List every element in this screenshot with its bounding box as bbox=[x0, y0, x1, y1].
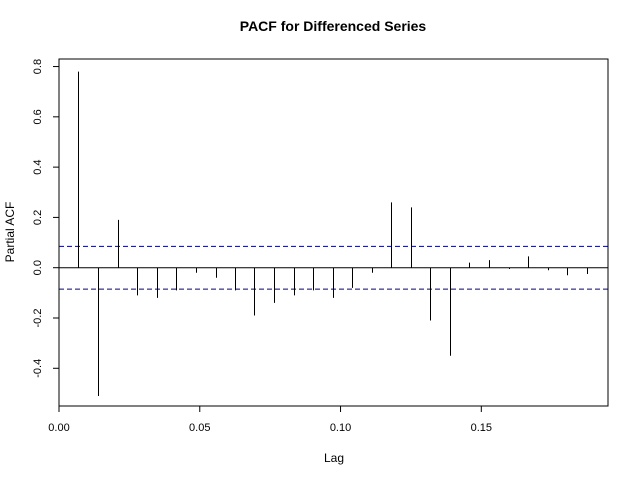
x-tick-label: 0.00 bbox=[48, 422, 69, 434]
y-tick-label: -0.4 bbox=[32, 359, 44, 378]
y-tick-label: 0.2 bbox=[32, 210, 44, 225]
y-tick-label: -0.2 bbox=[32, 309, 44, 328]
x-tick-label: 0.10 bbox=[330, 422, 351, 434]
y-axis: -0.4 -0.2 0.0 0.2 0.4 0.6 0.8 bbox=[32, 59, 60, 378]
y-axis-label: Partial ACF bbox=[3, 202, 17, 263]
x-tick-label: 0.15 bbox=[471, 422, 492, 434]
chart-title: PACF for Differenced Series bbox=[240, 18, 427, 34]
x-axis-label: Lag bbox=[324, 451, 344, 465]
x-tick-label: 0.05 bbox=[189, 422, 210, 434]
y-tick-label: 0.8 bbox=[32, 59, 44, 74]
x-axis: 0.00 0.05 0.10 0.15 bbox=[48, 405, 492, 434]
plot-frame bbox=[58, 58, 609, 407]
y-tick-label: 0.0 bbox=[32, 260, 44, 275]
y-tick-label: 0.4 bbox=[32, 159, 44, 174]
y-tick-label: 0.6 bbox=[32, 109, 44, 124]
plot-area bbox=[58, 58, 609, 407]
pacf-bars bbox=[78, 71, 588, 396]
